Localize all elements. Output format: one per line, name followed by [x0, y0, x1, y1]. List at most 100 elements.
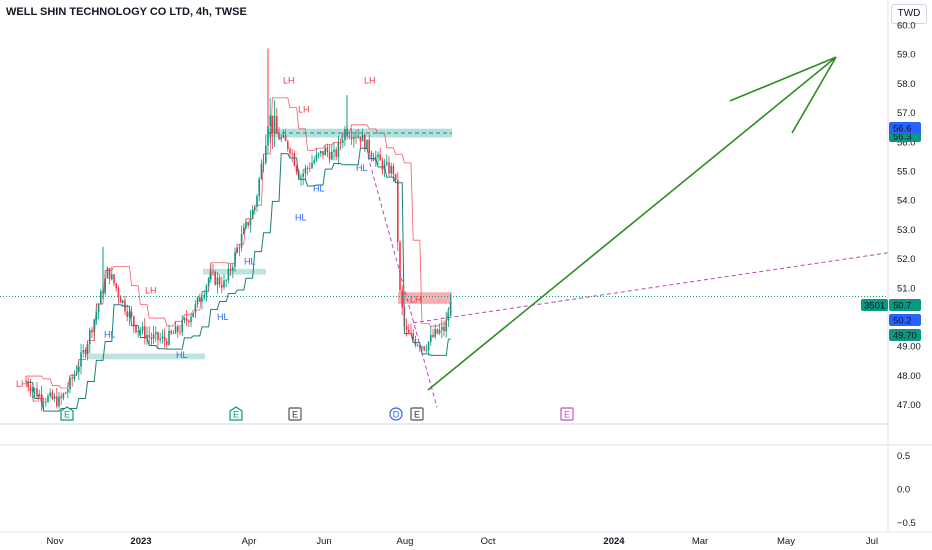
candle-body	[49, 392, 51, 396]
candle-body	[128, 311, 131, 318]
candle-body	[168, 330, 170, 345]
candle-body	[260, 163, 263, 179]
pivot-label-hl: HL	[356, 163, 368, 173]
lower-pane: 0.5 0.0 −0.5	[0, 423, 932, 529]
candle-body	[190, 316, 192, 323]
candle-body	[379, 154, 381, 161]
candle-body	[86, 344, 89, 355]
chart-title: WELL SHIN TECHNOLOGY CO LTD, 4h, TWSE	[6, 6, 247, 18]
candle-body	[364, 134, 366, 150]
candle-body	[181, 320, 183, 333]
candle-body	[157, 332, 159, 340]
candle-body	[405, 326, 408, 330]
pivot-label-lh: LH	[16, 379, 28, 389]
candle-body	[225, 280, 227, 282]
currency-selector[interactable]: TWD	[891, 4, 927, 24]
time-tick-label: Jun	[316, 536, 331, 547]
projection-arrow-shaft	[427, 56, 837, 391]
candle-body	[394, 173, 397, 180]
price-label-box	[889, 299, 921, 311]
price-label-box	[889, 329, 921, 341]
candle-body	[155, 332, 157, 335]
candle-body	[104, 278, 106, 294]
candle-body	[333, 149, 335, 152]
candle-body	[216, 277, 219, 285]
candle-body	[163, 336, 166, 342]
candle-body	[344, 128, 346, 141]
price-label-text: 49.70	[893, 331, 917, 342]
candle-body	[427, 341, 430, 350]
candle-body	[337, 142, 340, 157]
candle-body	[126, 311, 128, 318]
price-tick-label: 48.00	[897, 371, 921, 382]
candle-body	[36, 388, 38, 397]
candle-body	[386, 162, 388, 165]
candle-body	[58, 396, 60, 407]
lower-tick-label: 0.0	[897, 485, 910, 496]
candle-body	[42, 401, 45, 403]
pivot-label-hl: HL	[295, 213, 307, 223]
candle-body	[256, 196, 258, 207]
candle-body	[267, 126, 269, 146]
price-label-text: 56.3	[893, 132, 912, 143]
time-tick-label: Apr	[242, 536, 257, 547]
candle-body	[432, 334, 434, 337]
candle-body	[170, 330, 172, 334]
candle-body	[60, 396, 62, 399]
indicator-lines	[26, 97, 451, 412]
candle-body	[254, 206, 256, 211]
event-marker	[389, 407, 403, 421]
zone-box	[398, 292, 452, 304]
candle-body	[89, 330, 91, 345]
candle-body	[95, 311, 98, 320]
candle-body	[322, 150, 324, 156]
candle-body	[276, 116, 278, 133]
candle-body	[205, 285, 208, 295]
candle-body	[436, 329, 439, 334]
candle-body	[210, 271, 212, 280]
candle-body	[229, 268, 232, 271]
candle-body	[289, 148, 291, 154]
price-tick-label: 51.0	[897, 283, 916, 294]
price-label-text: 50.7	[893, 301, 912, 312]
candle-body	[214, 272, 216, 285]
candle-body	[82, 350, 84, 353]
event-marker-label: D	[393, 410, 400, 420]
price-label-text: 50.2	[893, 316, 912, 327]
candle-body	[251, 210, 254, 219]
symbol-label: 3501	[864, 301, 885, 312]
pivot-label-hl: HL	[244, 256, 256, 266]
drawings[interactable]	[0, 56, 889, 408]
pivot-label-lh: LH	[298, 105, 310, 115]
candle-body	[430, 334, 432, 342]
candle-body	[38, 394, 40, 397]
candle-body	[111, 274, 113, 280]
pivot-label-lh: LH	[283, 75, 295, 85]
candle-body	[194, 304, 197, 313]
candle-body	[381, 160, 384, 171]
candle-body	[100, 291, 102, 305]
candle-body	[247, 221, 249, 226]
price-axis[interactable]: 60.0 59.0 58.0 57.0 56.0 55.0 54.0 53.0 52.0 51.0…	[887, 0, 921, 532]
candle-body	[304, 168, 307, 174]
candle-body	[73, 374, 76, 380]
event-marker-label: E	[233, 410, 239, 420]
candle-body	[445, 320, 447, 332]
candle-body	[27, 381, 29, 387]
candle-body	[174, 326, 177, 334]
lower-tick-label: 0.5	[897, 451, 910, 462]
candle-body	[67, 389, 69, 393]
candle-body	[262, 162, 265, 164]
symbol-label-box	[861, 299, 888, 311]
event-marker-label: E	[414, 410, 420, 420]
time-axis[interactable]: Nov 2023 Apr Jun Aug Oct 2024 Mar May Jul	[0, 531, 932, 547]
candle-body	[300, 176, 302, 179]
candle-body	[227, 268, 230, 281]
candle-body	[207, 279, 210, 286]
candle-body	[372, 157, 375, 161]
zone-box	[88, 353, 205, 360]
candle-body	[212, 271, 214, 273]
